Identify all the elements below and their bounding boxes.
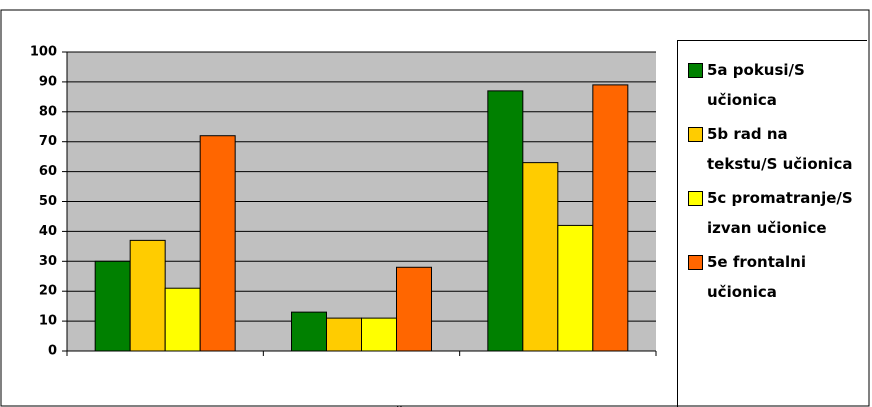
bar — [199, 135, 236, 352]
bar — [361, 317, 397, 352]
bar — [557, 224, 594, 352]
y-tick-label: 100 — [30, 45, 57, 60]
y-tick-label: 90 — [39, 74, 57, 89]
legend-label: 5a pokusi/S učionica — [707, 61, 805, 109]
y-tick-label: 10 — [39, 314, 57, 329]
y-tick-label: 0 — [48, 344, 57, 359]
bar — [129, 239, 166, 352]
legend-label: 5b rad na tekstu/S učionica — [707, 125, 853, 173]
bar — [522, 162, 559, 352]
legend-entry: 5b rad na tekstu/S učionica — [688, 119, 863, 179]
bar — [326, 317, 362, 352]
bar — [291, 311, 327, 352]
bar — [487, 90, 524, 352]
legend-entry: 5c promatranje/S izvan učionice — [688, 183, 863, 243]
legend-entry: 5a pokusi/S učionica — [688, 55, 863, 115]
y-tick-label: 50 — [39, 194, 57, 209]
legend-entry: 5e frontalni učionica — [688, 247, 863, 307]
y-tick-label: 60 — [39, 164, 57, 179]
bar — [164, 287, 201, 352]
legend-swatch — [688, 255, 703, 270]
legend-swatch — [688, 63, 703, 78]
y-tick-label: 40 — [39, 224, 57, 239]
y-tick-label: 20 — [39, 284, 57, 299]
legend-label: 5e frontalni učionica — [707, 253, 806, 301]
bar — [94, 260, 131, 352]
legend-label: 5c promatranje/S izvan učionice — [707, 189, 853, 237]
legend-swatch — [688, 127, 703, 142]
y-tick-label: 30 — [39, 254, 57, 269]
bar — [592, 84, 629, 352]
legend: 5a pokusi/S učionica 5b rad na tekstu/S u… — [677, 40, 867, 407]
legend-swatch — [688, 191, 703, 206]
y-tick-label: 70 — [39, 134, 57, 149]
y-tick-label: 80 — [39, 104, 57, 119]
bar — [396, 266, 432, 352]
